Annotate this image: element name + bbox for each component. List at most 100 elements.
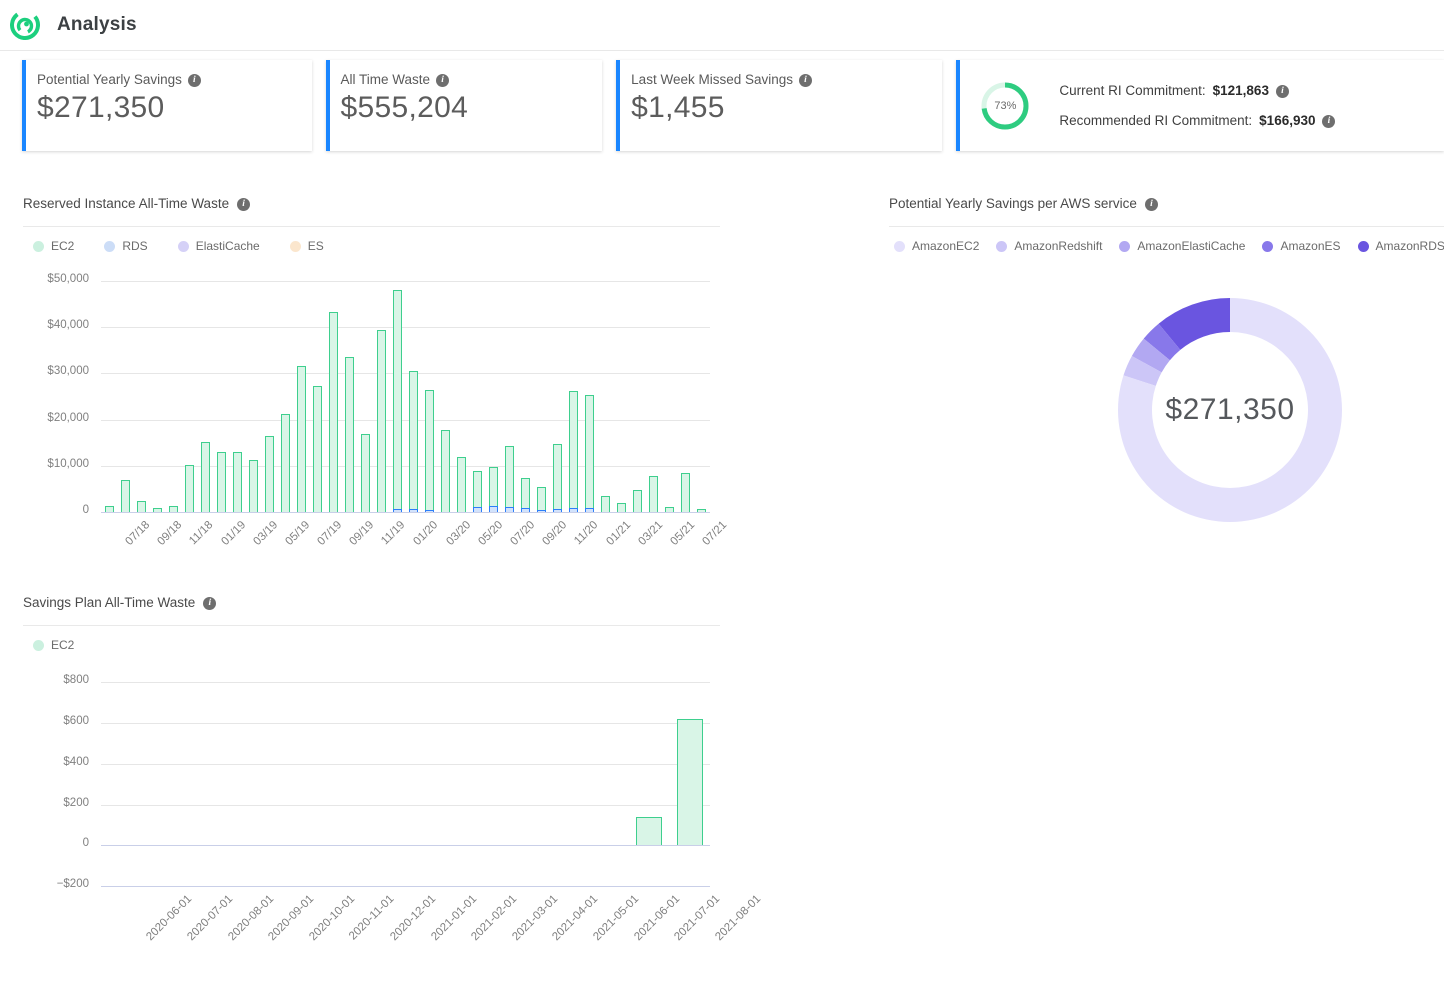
bar-segment[interactable] xyxy=(505,506,515,512)
bar-segment[interactable] xyxy=(264,435,274,512)
bar-segment[interactable] xyxy=(553,508,563,512)
info-icon[interactable]: i xyxy=(187,74,201,87)
bar-segment[interactable] xyxy=(425,390,435,510)
bar-segment[interactable] xyxy=(521,477,531,508)
bar-segment[interactable] xyxy=(136,501,146,512)
legend-item-amazonec2[interactable]: AmazonEC2 xyxy=(894,239,979,253)
donut-slice[interactable] xyxy=(1143,323,1181,361)
bar-segment[interactable] xyxy=(676,718,703,846)
bar-segment[interactable] xyxy=(200,441,210,512)
info-icon[interactable]: i xyxy=(1275,85,1289,98)
bar-segment[interactable] xyxy=(585,395,595,508)
bar-segment[interactable] xyxy=(489,506,499,512)
gridline xyxy=(101,373,710,375)
legend-color-dot xyxy=(289,240,301,252)
bar-segment[interactable] xyxy=(633,489,643,512)
savings-plan-waste-chart: $800 $600 $400 $200 0 −$200 2020-06-01 2020-07-… xyxy=(23,652,763,987)
info-icon[interactable]: i xyxy=(237,198,251,211)
legend-item-ec2[interactable]: EC2 xyxy=(33,638,74,652)
current-ri-commitment-row: Current RI Commitment: $121,863 i xyxy=(1059,76,1335,106)
bar-segment[interactable] xyxy=(184,464,194,512)
bar-segment[interactable] xyxy=(296,365,306,512)
divider xyxy=(889,226,1444,227)
gridline xyxy=(101,763,710,765)
legend-item-amazonelasticache[interactable]: AmazonElastiCache xyxy=(1119,239,1245,253)
y-axis-tick-label: $800 xyxy=(63,674,89,687)
legend-item-elasticache[interactable]: ElastiCache xyxy=(177,239,260,253)
bar-segment[interactable] xyxy=(409,370,418,509)
bar-segment[interactable] xyxy=(505,446,515,507)
bar-segment[interactable] xyxy=(312,385,322,512)
bar-segment[interactable] xyxy=(473,470,483,508)
donut-slice[interactable] xyxy=(1131,338,1170,373)
bar-segment[interactable] xyxy=(120,480,130,512)
x-axis-tick-label: 03/21 xyxy=(636,519,666,548)
gridline xyxy=(101,419,710,421)
x-axis-tick-label: 05/21 xyxy=(668,519,698,548)
bar-segment[interactable] xyxy=(441,430,451,512)
bar-segment[interactable] xyxy=(569,507,579,512)
donut-slice[interactable] xyxy=(1123,356,1162,386)
legend-label: ES xyxy=(307,239,324,253)
legend-color-dot xyxy=(33,639,44,651)
reserved-instance-waste-panel: Reserved Instance All-Time Waste i EC2 RD… xyxy=(23,196,729,558)
panel-title-text: Potential Yearly Savings per AWS service xyxy=(889,196,1137,211)
bar-segment[interactable] xyxy=(649,475,659,512)
kpi-value: $1,455 xyxy=(631,91,725,124)
legend-item-es[interactable]: ES xyxy=(289,239,324,253)
bar-segment[interactable] xyxy=(617,503,627,512)
bar-segment[interactable] xyxy=(248,460,258,512)
bar-segment[interactable] xyxy=(104,505,114,512)
info-icon[interactable]: i xyxy=(1144,198,1158,211)
bar-segment[interactable] xyxy=(360,434,370,512)
legend-color-dot xyxy=(1119,240,1131,252)
bar-segment[interactable] xyxy=(392,508,402,512)
bar-segment[interactable] xyxy=(521,507,531,512)
legend-item-amazones[interactable]: AmazonES xyxy=(1262,239,1341,253)
bar-segment[interactable] xyxy=(328,312,338,512)
bar-segment[interactable] xyxy=(392,290,402,509)
bar-segment[interactable] xyxy=(344,357,354,512)
x-axis-tick-label: 11/20 xyxy=(571,519,601,548)
bar-segment[interactable] xyxy=(585,507,595,512)
gridline xyxy=(101,682,710,684)
bar-segment[interactable] xyxy=(697,509,707,512)
bar-segment[interactable] xyxy=(681,472,691,512)
kpi-label-text: Last Week Missed Savings xyxy=(631,72,793,87)
bar-segment[interactable] xyxy=(473,507,483,512)
bar-segment[interactable] xyxy=(636,816,663,846)
bar-segment[interactable] xyxy=(152,507,162,512)
legend-item-amazonredshift[interactable]: AmazonRedshift xyxy=(996,239,1102,253)
bar-segment[interactable] xyxy=(216,452,226,512)
bar-segment[interactable] xyxy=(280,414,290,512)
info-icon[interactable]: i xyxy=(436,74,450,87)
info-icon[interactable]: i xyxy=(1322,115,1336,128)
legend-color-dot xyxy=(33,240,44,252)
bar-segment[interactable] xyxy=(409,508,418,512)
y-axis-tick-label: $40,000 xyxy=(47,319,89,332)
bar-segment[interactable] xyxy=(168,506,178,512)
spiral-logo-icon xyxy=(10,10,40,40)
legend-item-ec2[interactable]: EC2 xyxy=(33,239,74,253)
legend-label: AmazonRDS xyxy=(1375,239,1444,253)
donut-slice[interactable] xyxy=(1158,298,1230,350)
bar-segment[interactable] xyxy=(537,509,547,512)
bar-segment[interactable] xyxy=(537,486,547,510)
bar-segment[interactable] xyxy=(376,330,386,512)
legend-item-amazonrds[interactable]: AmazonRDS xyxy=(1357,239,1444,253)
x-axis-tick-label: 01/19 xyxy=(219,519,249,548)
info-icon[interactable]: i xyxy=(203,597,217,610)
bar-segment[interactable] xyxy=(569,391,579,508)
legend-item-rds[interactable]: RDS xyxy=(104,239,148,253)
bar-segment[interactable] xyxy=(425,509,435,512)
bar-segment[interactable] xyxy=(489,467,499,507)
info-icon[interactable]: i xyxy=(799,74,812,87)
bar-segment[interactable] xyxy=(457,456,467,512)
bar-segment[interactable] xyxy=(665,506,675,512)
bar-segment[interactable] xyxy=(601,496,611,512)
donut-slice[interactable] xyxy=(1118,298,1342,522)
bar-segment[interactable] xyxy=(553,443,563,509)
recommended-ri-commitment-row: Recommended RI Commitment: $166,930 i xyxy=(1059,106,1336,136)
bar-segment[interactable] xyxy=(232,451,242,512)
y-axis-tick-label: $200 xyxy=(63,796,89,809)
